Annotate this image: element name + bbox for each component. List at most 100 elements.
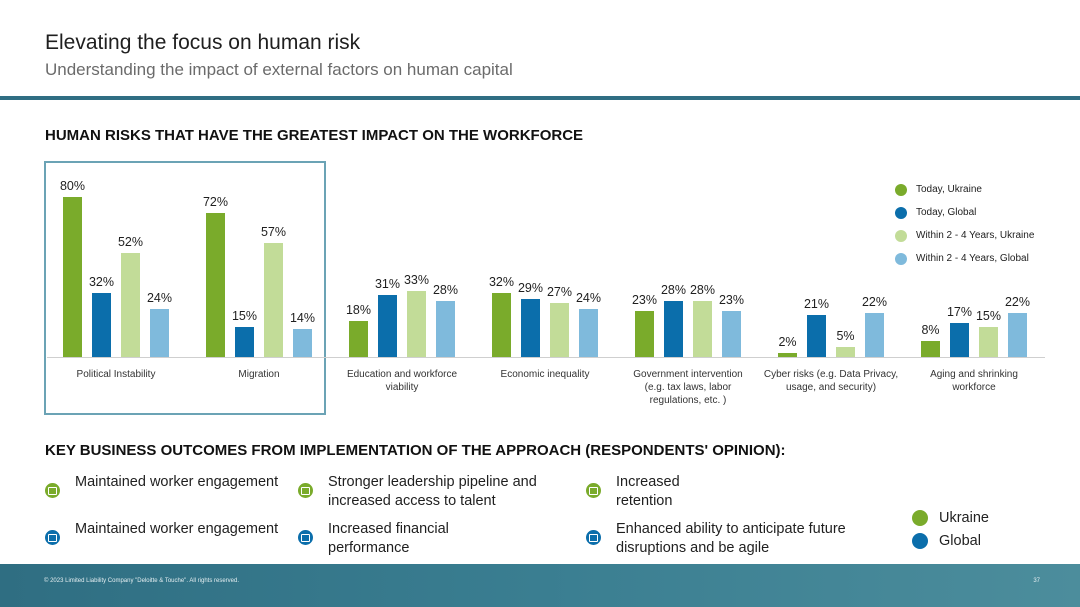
bar [722, 311, 741, 357]
outcome-item-ukraine: Maintained worker engagement [45, 473, 305, 498]
bar [579, 309, 598, 357]
data-label: 57% [261, 225, 286, 239]
bar [778, 353, 797, 357]
bar [121, 253, 140, 357]
copyright-text: © 2023 Limited Liability Company "Deloit… [44, 578, 239, 584]
category-tick-label: Education and workforce [347, 369, 458, 380]
data-label: 33% [404, 273, 429, 287]
bar [150, 309, 169, 357]
data-label: 28% [433, 283, 458, 297]
checklist-icon [298, 483, 313, 498]
legend-label: Within 2 - 4 Years, Global [916, 253, 1029, 264]
legend-label: Ukraine [939, 509, 989, 526]
bar [63, 197, 82, 357]
outcome-text: Enhanced ability to anticipate future di… [616, 521, 846, 556]
bar [378, 295, 397, 357]
legend-swatch-icon [895, 252, 907, 265]
chart-section-title: HUMAN RISKS THAT HAVE THE GREATEST IMPAC… [45, 127, 584, 144]
chart-legend: Today, Ukraine Today, Global Within 2 - … [895, 178, 1034, 270]
data-label: 15% [232, 309, 257, 323]
bar [950, 323, 969, 357]
bar [206, 213, 225, 357]
outcome-item-ukraine: Increased retention [586, 473, 736, 511]
category-tick-label: Government intervention [633, 369, 743, 380]
data-label: 80% [60, 179, 85, 193]
category-tick-label: Economic inequality [501, 369, 590, 380]
legend-label: Today, Ukraine [916, 184, 982, 195]
outcome-item-global: Enhanced ability to anticipate future di… [586, 520, 876, 558]
legend-swatch-icon [895, 206, 907, 219]
bar [693, 301, 712, 357]
data-label: 72% [203, 195, 228, 209]
bar [492, 293, 511, 357]
legend-label: Today, Global [916, 207, 977, 218]
page-subtitle: Understanding the impact of external fac… [45, 60, 513, 79]
bar [807, 315, 826, 357]
data-label: 22% [1005, 295, 1030, 309]
data-label: 52% [118, 235, 143, 249]
checklist-icon [586, 483, 601, 498]
data-label: 22% [862, 295, 887, 309]
data-label: 23% [632, 293, 657, 307]
data-label: 21% [804, 297, 829, 311]
bar [407, 291, 426, 357]
legend-item: Within 2 - 4 Years, Ukraine [895, 224, 1034, 247]
data-label: 23% [719, 293, 744, 307]
outcome-text: Maintained worker engagement [75, 474, 279, 490]
data-label: 28% [661, 283, 686, 297]
category-tick-label: (e.g. tax laws, labor [645, 382, 732, 393]
data-label: 5% [836, 329, 854, 343]
legend-item: Today, Global [895, 201, 1034, 224]
bar [664, 301, 683, 357]
outcome-item-global: Maintained worker engagement [45, 520, 305, 545]
bar [635, 311, 654, 357]
bar [436, 301, 455, 357]
outcomes-section-title: KEY BUSINESS OUTCOMES FROM IMPLEMENTATIO… [45, 442, 786, 459]
footer-bar: © 2023 Limited Liability Company "Deloit… [0, 564, 1080, 607]
category-tick-label: Political Instability [77, 369, 156, 380]
outcome-text: Stronger leadership pipeline and increas… [328, 474, 537, 509]
outcome-text: Increased retention [616, 474, 680, 509]
bar [521, 299, 540, 357]
checklist-icon [45, 483, 60, 498]
data-label: 15% [976, 309, 1001, 323]
category-tick-label: workforce [951, 382, 996, 393]
legend-swatch-icon [895, 183, 907, 196]
data-label: 8% [921, 323, 939, 337]
highlight-box [44, 161, 326, 415]
data-label: 24% [147, 291, 172, 305]
page-number: 37 [1033, 578, 1040, 584]
bar [921, 341, 940, 357]
category-tick-label: Aging and shrinking [930, 369, 1018, 380]
bar [1008, 313, 1027, 357]
data-label: 18% [346, 303, 371, 317]
bar [836, 347, 855, 357]
data-label: 32% [89, 275, 114, 289]
data-label: 24% [576, 291, 601, 305]
category-tick-label: usage, and security) [786, 382, 876, 393]
bar [865, 313, 884, 357]
category-tick-label: regulations, etc. ) [650, 395, 727, 406]
legend-label: Global [939, 532, 981, 549]
checklist-icon [298, 530, 313, 545]
bar-chart: 80% 32% 52% 24% Political Instability 72% 15% 5… [47, 179, 1045, 406]
outcome-text: Maintained worker engagement [75, 521, 279, 537]
bar [979, 327, 998, 357]
outcome-text: Increased financial performance [328, 521, 449, 556]
page-title: Elevating the focus on human risk [45, 31, 361, 54]
checklist-icon [45, 530, 60, 545]
bar [550, 303, 569, 357]
outcome-item-ukraine: Stronger leadership pipeline and increas… [298, 473, 548, 511]
checklist-icon [586, 530, 601, 545]
outcome-item-global: Increased financial performance [298, 520, 488, 558]
legend-label: Within 2 - 4 Years, Ukraine [916, 230, 1035, 241]
legend-swatch-icon [912, 509, 928, 526]
data-label: 29% [518, 281, 543, 295]
bar [349, 321, 368, 357]
data-label: 2% [778, 335, 796, 349]
category-tick-label: viability [386, 382, 419, 393]
category-tick-label: Cyber risks (e.g. Data Privacy, [764, 369, 898, 380]
header-divider [0, 96, 1080, 100]
legend-item: Within 2 - 4 Years, Global [895, 247, 1034, 270]
data-label: 32% [489, 275, 514, 289]
